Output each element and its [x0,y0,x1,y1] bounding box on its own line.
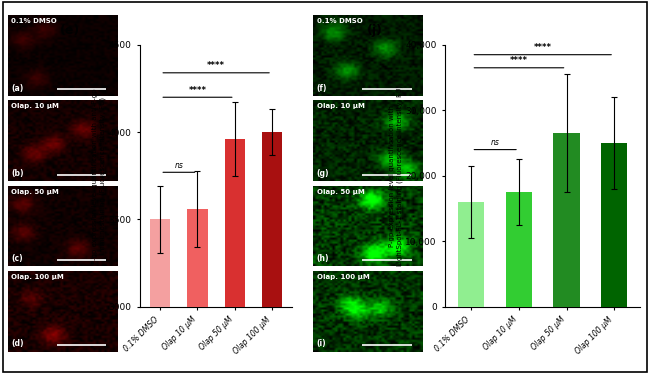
Text: Olap. 100 μM: Olap. 100 μM [317,274,369,280]
Text: Olap. 100 μM: Olap. 100 μM [11,274,64,280]
Text: ns: ns [174,161,183,170]
Bar [458,202,484,307]
Text: ****: **** [188,86,207,95]
Text: Olap. 50 μM: Olap. 50 μM [317,189,365,195]
Bar [187,209,208,374]
Bar [150,220,170,374]
Text: ****: **** [207,61,225,70]
Y-axis label: P-gp expression level quantification with
LightSpot-FL-1 staining (Fluorescence : P-gp expression level quantification wit… [389,85,402,266]
Y-axis label: P-gp expression level quantification with anti-P-gp
immunostaining (Fluorescence: P-gp expression level quantification wit… [92,88,106,264]
Text: (b): (b) [11,169,23,178]
Text: Olap. 50 μM: Olap. 50 μM [11,189,59,195]
Bar [224,139,245,374]
Text: (i): (i) [317,339,326,348]
Text: (e): (e) [60,24,81,37]
Text: (h): (h) [317,254,329,263]
Text: ns: ns [491,138,500,147]
Text: (c): (c) [11,254,23,263]
Bar [506,192,532,307]
Text: 0.1% DMSO: 0.1% DMSO [317,18,362,24]
Text: (f): (f) [317,83,327,92]
Bar [553,133,580,307]
Text: Olap. 10 μM: Olap. 10 μM [317,104,365,110]
Text: Olap. 10 μM: Olap. 10 μM [11,104,59,110]
Bar [262,132,282,374]
Text: 0.1% DMSO: 0.1% DMSO [11,18,57,24]
Text: ****: **** [510,56,528,65]
Bar [601,143,627,307]
Text: (g): (g) [317,169,329,178]
Text: (j): (j) [367,24,383,37]
Text: (d): (d) [11,339,23,348]
Text: ****: **** [534,43,552,52]
Text: (a): (a) [11,83,23,92]
